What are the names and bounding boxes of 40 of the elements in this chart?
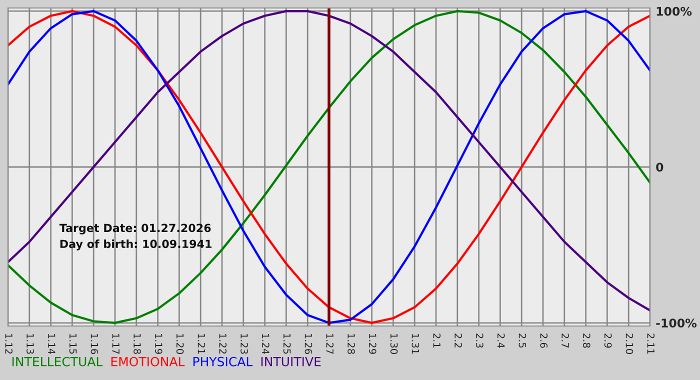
text: PHYSICAL bbox=[193, 356, 253, 366]
text: INTELLECTUAL bbox=[12, 356, 103, 366]
x-tick-label: 2.10 bbox=[626, 334, 634, 354]
x-tick-label: 1.30 bbox=[390, 334, 398, 354]
x-tick-label: 2.5 bbox=[518, 334, 526, 348]
text: EMOTIONAL bbox=[111, 356, 185, 366]
annotation: Target Date: 01.27.2026 bbox=[59, 224, 211, 234]
x-tick-label: 2.2 bbox=[454, 334, 462, 348]
x-tick-label: 1.24 bbox=[262, 334, 270, 354]
x-tick-label: 1.21 bbox=[198, 334, 206, 354]
x-tick-label: 2.8 bbox=[582, 334, 590, 348]
x-tick-label: 1.16 bbox=[90, 334, 98, 354]
x-tick-label: 1.23 bbox=[240, 334, 248, 354]
x-tick-label: 1.12 bbox=[5, 334, 13, 354]
x-tick-label: 1.14 bbox=[48, 334, 56, 354]
x-tick-label: 1.26 bbox=[304, 334, 312, 354]
x-tick-label: 2.7 bbox=[562, 334, 569, 348]
text: INTUITIVE bbox=[261, 357, 321, 366]
y-tick-label: 100% bbox=[656, 6, 692, 16]
x-tick-label: 2.9 bbox=[604, 334, 612, 348]
x-tick-label: 2.6 bbox=[540, 334, 548, 348]
x-tick-label: 2.3 bbox=[476, 334, 484, 348]
x-tick-label: 1.15 bbox=[69, 334, 77, 354]
x-tick-label: 2.4 bbox=[498, 334, 505, 348]
x-tick-label: 1.28 bbox=[348, 334, 355, 354]
annotation: Day of birth: 10.09.1941 bbox=[60, 239, 212, 250]
x-tick-label: 1.31 bbox=[412, 334, 420, 354]
x-tick-label: 1.25 bbox=[283, 334, 291, 354]
y-tick-label: -100% bbox=[656, 318, 697, 328]
x-tick-label: 2.1 bbox=[433, 334, 441, 348]
y-tick-label: 0 bbox=[656, 162, 664, 172]
x-tick-label: 1.17 bbox=[112, 334, 120, 354]
x-tick-label: 1.19 bbox=[154, 334, 162, 354]
x-tick-label: 1.29 bbox=[368, 334, 376, 354]
x-tick-label: 1.18 bbox=[134, 334, 141, 354]
x-tick-label: 1.13 bbox=[26, 334, 34, 354]
x-tick-label: 1.27 bbox=[326, 334, 334, 354]
x-tick-label: 1.20 bbox=[176, 334, 184, 354]
x-tick-label: 2.11 bbox=[647, 334, 655, 354]
x-tick-label: 1.22 bbox=[219, 334, 227, 354]
